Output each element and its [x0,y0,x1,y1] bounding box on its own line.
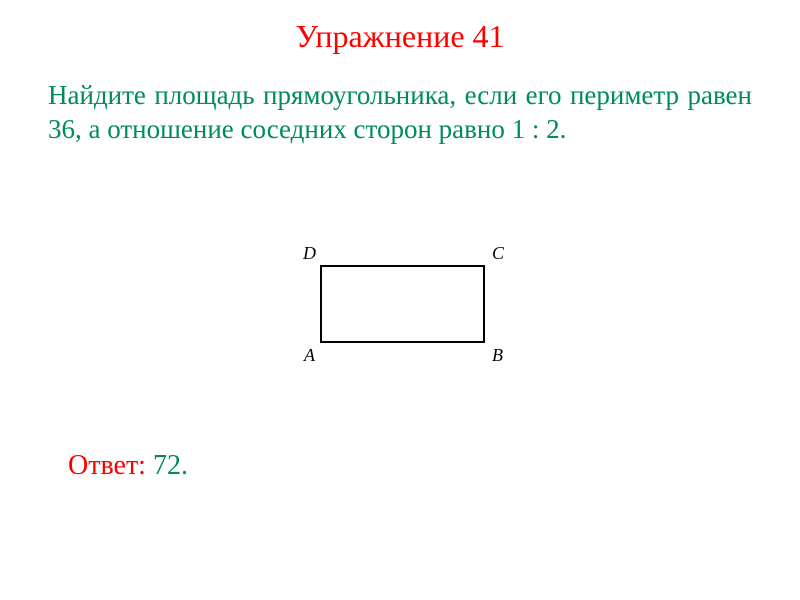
exercise-title: Упражнение 41 [0,0,800,55]
answer-label: Ответ: [68,450,146,481]
answer-line: Ответ: 72. [68,450,188,482]
vertex-label-d: D [303,243,316,264]
vertex-label-c: C [492,243,504,264]
vertex-label-a: A [304,345,315,366]
diagram: D C A B [270,235,530,375]
answer-value: 72. [146,450,188,481]
problem-statement: Найдите площадь прямоугольника, если его… [0,55,800,147]
vertex-label-b: B [492,345,503,366]
rectangle-shape [320,265,485,343]
